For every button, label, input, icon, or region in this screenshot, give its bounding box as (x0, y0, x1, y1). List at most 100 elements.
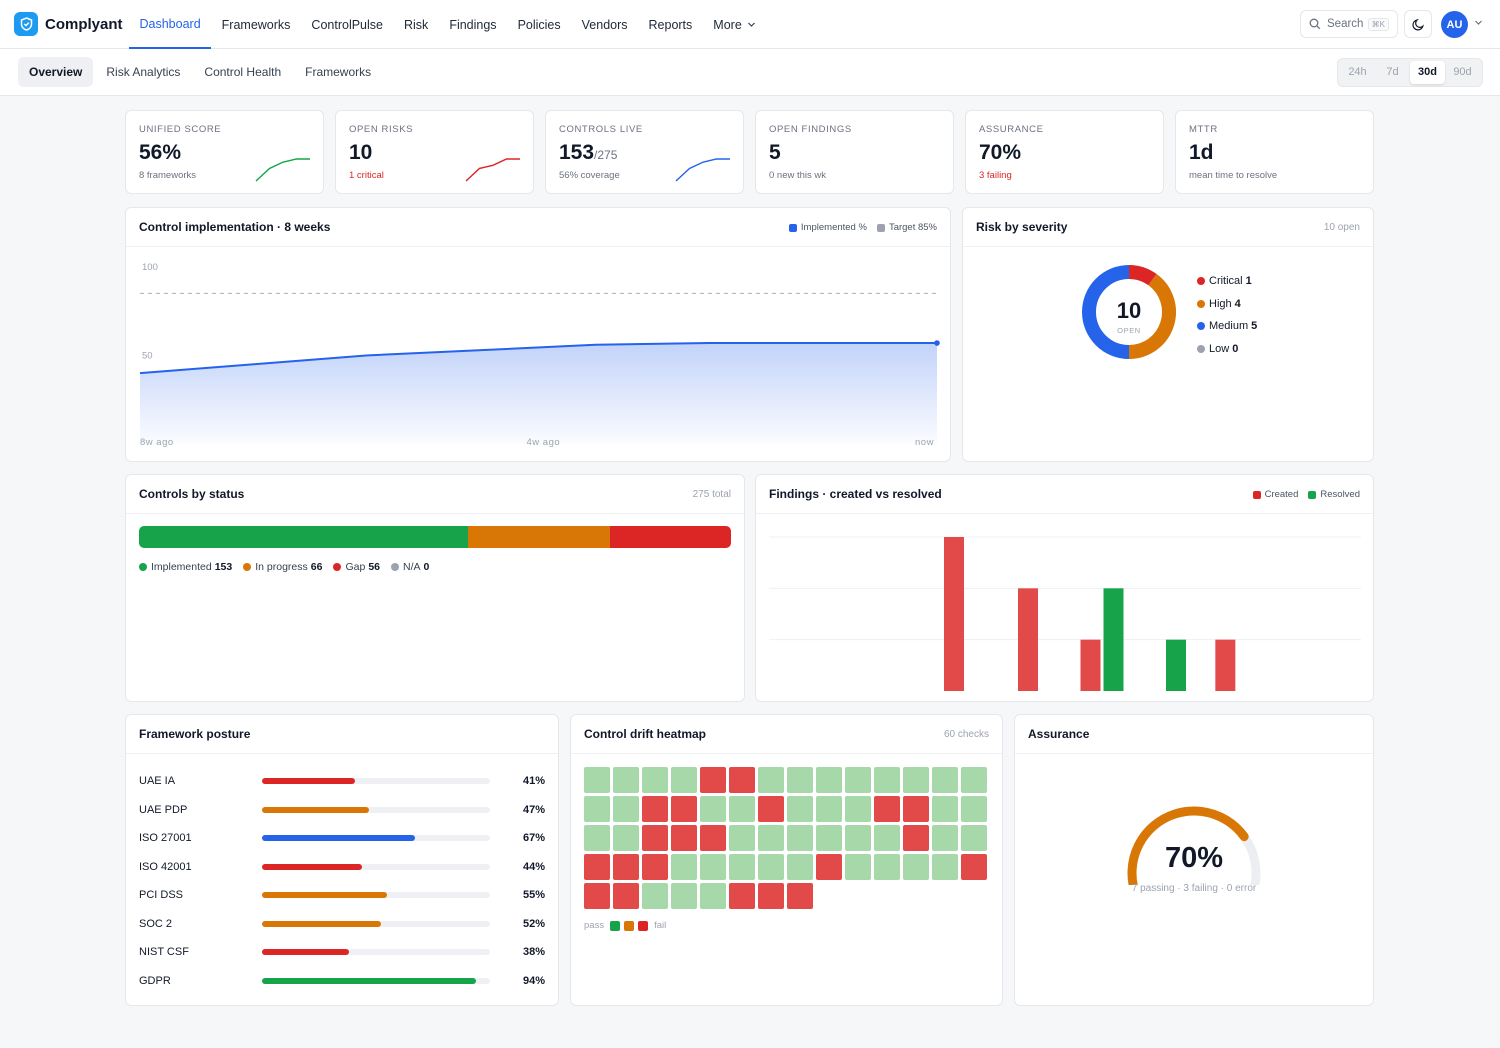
heatmap-cell-pass[interactable] (700, 796, 726, 822)
heatmap-cell-fail[interactable] (903, 825, 929, 851)
heatmap-cell-fail[interactable] (584, 854, 610, 880)
nav-item-dashboard[interactable]: Dashboard (129, 0, 212, 49)
heatmap-cell-pass[interactable] (845, 825, 871, 851)
heatmap-cell-pass[interactable] (874, 767, 900, 793)
heatmap-cell-pass[interactable] (932, 825, 958, 851)
heatmap-cell-fail[interactable] (874, 796, 900, 822)
range-option-90d[interactable]: 90d (1453, 66, 1472, 78)
framework-row-uae-ia[interactable]: UAE IA 41% (139, 773, 545, 789)
heatmap-cell-pass[interactable] (642, 767, 668, 793)
heatmap-cell-pass[interactable] (932, 796, 958, 822)
heatmap-cell-fail[interactable] (642, 854, 668, 880)
status-segment-in-progress[interactable] (468, 526, 611, 548)
heatmap-cell-pass[interactable] (932, 767, 958, 793)
severity-item-low[interactable]: Low 0 (1197, 338, 1257, 361)
heatmap-cell-pass[interactable] (961, 796, 987, 822)
framework-row-iso-27001[interactable]: ISO 27001 67% (139, 830, 545, 846)
status-segment-implemented[interactable] (139, 526, 469, 548)
heatmap-cell-pass[interactable] (845, 767, 871, 793)
heatmap-cell-fail[interactable] (787, 883, 813, 909)
heatmap-cell-pass[interactable] (816, 825, 842, 851)
heatmap-cell-fail[interactable] (903, 796, 929, 822)
tab-overview[interactable]: Overview (18, 57, 94, 87)
heatmap-cell-pass[interactable] (584, 825, 610, 851)
heatmap-cell-pass[interactable] (613, 825, 639, 851)
heatmap-cell-pass[interactable] (758, 825, 784, 851)
severity-item-high[interactable]: High 4 (1197, 293, 1257, 316)
heatmap-cell-fail[interactable] (671, 825, 697, 851)
framework-row-gdpr[interactable]: GDPR 94% (139, 973, 545, 989)
heatmap-cell-pass[interactable] (845, 796, 871, 822)
heatmap-cell-pass[interactable] (816, 796, 842, 822)
heatmap-cell-pass[interactable] (758, 854, 784, 880)
heatmap-cell-pass[interactable] (874, 854, 900, 880)
kpi-card-open-findings[interactable]: OPEN FINDINGS 5 0 new this wk (755, 110, 954, 194)
heatmap-cell-fail[interactable] (729, 883, 755, 909)
nav-item-frameworks[interactable]: Frameworks (211, 0, 301, 49)
heatmap-cell-pass[interactable] (845, 854, 871, 880)
heatmap-cell-fail[interactable] (961, 854, 987, 880)
heatmap-cell-fail[interactable] (613, 854, 639, 880)
search-box[interactable]: Search ⌘K (1300, 10, 1398, 38)
nav-item-findings[interactable]: Findings (439, 0, 507, 49)
heatmap-cell-pass[interactable] (729, 854, 755, 880)
heatmap-cell-pass[interactable] (729, 825, 755, 851)
user-avatar[interactable]: AU (1441, 11, 1468, 38)
chevron-down-icon[interactable] (1474, 18, 1483, 27)
kpi-card-unified-score[interactable]: UNIFIED SCORE 56% 8 frameworks (125, 110, 324, 194)
framework-row-uae-pdp[interactable]: UAE PDP 47% (139, 802, 545, 818)
framework-row-iso-42001[interactable]: ISO 42001 44% (139, 859, 545, 875)
heatmap-cell-fail[interactable] (700, 767, 726, 793)
kpi-card-mttr[interactable]: MTTR 1d mean time to resolve (1175, 110, 1374, 194)
nav-item-policies[interactable]: Policies (507, 0, 571, 49)
heatmap-cell-pass[interactable] (961, 825, 987, 851)
range-option-7d[interactable]: 7d (1386, 66, 1399, 78)
nav-item-reports[interactable]: Reports (638, 0, 703, 49)
heatmap-cell-fail[interactable] (671, 796, 697, 822)
heatmap-cell-pass[interactable] (903, 767, 929, 793)
heatmap-cell-fail[interactable] (729, 767, 755, 793)
heatmap-cell-pass[interactable] (729, 796, 755, 822)
heatmap-cell-fail[interactable] (642, 825, 668, 851)
heatmap-cell-fail[interactable] (758, 883, 784, 909)
heatmap-cell-pass[interactable] (613, 767, 639, 793)
status-segment-gap[interactable] (610, 526, 731, 548)
heatmap-cell-fail[interactable] (642, 796, 668, 822)
framework-row-nist-csf[interactable]: NIST CSF 38% (139, 944, 545, 960)
heatmap-cell-pass[interactable] (874, 825, 900, 851)
severity-item-critical[interactable]: Critical 1 (1197, 270, 1257, 293)
heatmap-cell-pass[interactable] (816, 767, 842, 793)
heatmap-cell-pass[interactable] (903, 854, 929, 880)
heatmap-cell-pass[interactable] (961, 767, 987, 793)
tab-frameworks[interactable]: Frameworks (305, 65, 372, 79)
framework-row-soc-2[interactable]: SOC 2 52% (139, 916, 545, 932)
heatmap-cell-pass[interactable] (700, 883, 726, 909)
nav-item-vendors[interactable]: Vendors (571, 0, 638, 49)
heatmap-cell-pass[interactable] (671, 883, 697, 909)
heatmap-cell-pass[interactable] (787, 767, 813, 793)
heatmap-cell-fail[interactable] (758, 796, 784, 822)
heatmap-cell-pass[interactable] (787, 825, 813, 851)
heatmap-cell-pass[interactable] (671, 854, 697, 880)
kpi-card-open-risks[interactable]: OPEN RISKS 10 1 critical (335, 110, 534, 194)
tab-control-health[interactable]: Control Health (204, 65, 282, 79)
severity-item-medium[interactable]: Medium 5 (1197, 315, 1257, 338)
kpi-card-controls-live[interactable]: CONTROLS LIVE 153/275 56% coverage (545, 110, 744, 194)
range-option-30d[interactable]: 30d (1410, 61, 1445, 84)
theme-toggle-button[interactable] (1404, 10, 1432, 38)
range-option-24h[interactable]: 24h (1348, 66, 1367, 78)
framework-row-pci-dss[interactable]: PCI DSS 55% (139, 887, 545, 903)
heatmap-cell-pass[interactable] (671, 767, 697, 793)
shield-logo-icon[interactable] (14, 12, 38, 36)
heatmap-cell-pass[interactable] (787, 854, 813, 880)
heatmap-cell-fail[interactable] (613, 883, 639, 909)
heatmap-cell-pass[interactable] (700, 854, 726, 880)
heatmap-cell-pass[interactable] (613, 796, 639, 822)
heatmap-cell-pass[interactable] (584, 796, 610, 822)
heatmap-cell-pass[interactable] (787, 796, 813, 822)
nav-item-more[interactable]: More (703, 0, 766, 49)
kpi-card-assurance[interactable]: ASSURANCE 70% 3 failing (965, 110, 1164, 194)
app-name[interactable]: Complyant (45, 16, 123, 33)
heatmap-cell-fail[interactable] (584, 883, 610, 909)
heatmap-cell-pass[interactable] (932, 854, 958, 880)
